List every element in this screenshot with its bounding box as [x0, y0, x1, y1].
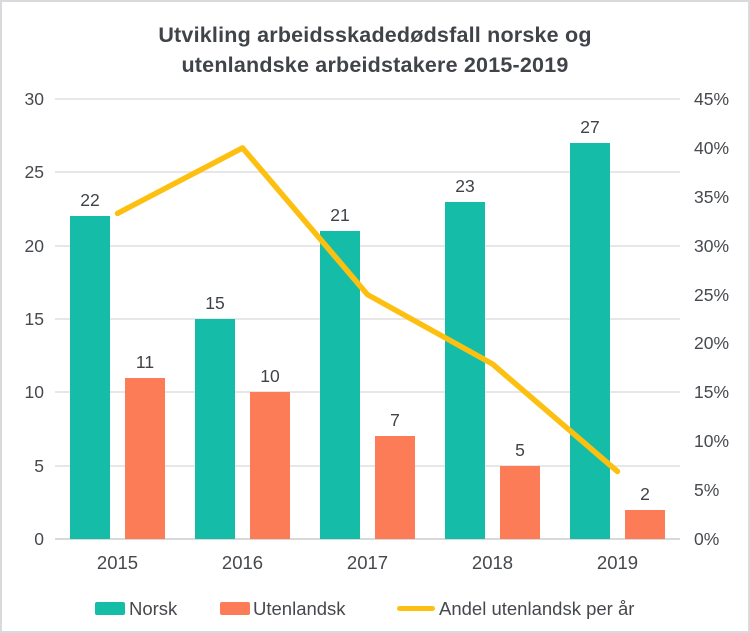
bar-value-norsk-2016: 15: [205, 293, 225, 313]
x-axis-label-2016: 2016: [221, 552, 264, 573]
bar-utenlandsk-2019: [625, 509, 665, 539]
x-axis-label-2017: 2017: [346, 552, 389, 573]
bar-value-norsk-2018: 23: [455, 175, 475, 196]
right-axis-tick-35: 35%: [694, 186, 730, 207]
bar-utenlandsk-2017: [375, 436, 415, 539]
bar-value-utenlandsk-2016: 10: [260, 366, 280, 387]
bar-utenlandsk-2016: [250, 392, 290, 539]
right-axis-tick-30: 30%: [694, 235, 730, 256]
bar-value-norsk-2015: 22: [80, 190, 100, 211]
right-axis-tick-0: 0%: [694, 529, 720, 549]
right-axis-tick-45: 45%: [694, 89, 730, 109]
bar-utenlandsk-2018: [500, 465, 540, 539]
bar-value-utenlandsk-2019: 2: [640, 483, 650, 504]
bar-value-utenlandsk-2017: 7: [390, 410, 400, 431]
bar-norsk-2016: [195, 319, 235, 539]
left-axis-tick-10: 10: [24, 382, 44, 403]
right-axis-tick-10: 10%: [694, 431, 730, 452]
chart-title: Utvikling arbeidsskadedødsfall norske og…: [2, 20, 748, 80]
left-axis-tick-0: 0: [34, 529, 44, 549]
bar-value-norsk-2017: 21: [330, 205, 350, 225]
bar-value-utenlandsk-2018: 5: [515, 439, 525, 460]
bar-utenlandsk-2015: [125, 377, 165, 539]
bar-norsk-2019: [570, 143, 610, 539]
right-axis-tick-40: 40%: [694, 137, 730, 158]
x-axis-label-2019: 2019: [596, 552, 639, 573]
left-axis-tick-20: 20: [24, 235, 44, 256]
chart-title-line-1: Utvikling arbeidsskadedødsfall norske og: [158, 23, 592, 47]
legend-label-utenlandsk: Utenlandsk: [253, 598, 346, 619]
left-axis-tick-25: 25: [24, 162, 44, 183]
bar-norsk-2017: [320, 231, 360, 539]
legend-label-norsk: Norsk: [129, 598, 178, 619]
chart-title-line-2: utenlandske arbeidstakere 2015-2019: [181, 53, 569, 77]
left-axis-tick-30: 30: [24, 89, 44, 109]
left-axis-tick-15: 15: [24, 309, 44, 329]
x-axis-label-2018: 2018: [471, 552, 514, 573]
legend-swatch-norsk: [95, 602, 125, 615]
right-axis-tick-15: 15%: [694, 382, 730, 403]
right-axis-tick-5: 5%: [694, 480, 720, 501]
bar-value-utenlandsk-2015: 11: [135, 351, 155, 372]
gridline-0: [55, 538, 680, 540]
right-axis-tick-20: 20%: [694, 333, 730, 354]
bar-value-norsk-2019: 27: [580, 117, 600, 137]
legend-label-andel-utenlandsk-per-år: Andel utenlandsk per år: [439, 598, 635, 619]
legend-swatch-andel-utenlandsk-per-år: [397, 606, 435, 611]
x-axis-label-2015: 2015: [96, 552, 139, 573]
bar-norsk-2015: [70, 216, 110, 539]
right-axis-tick-25: 25%: [694, 284, 730, 305]
gridline-30: [55, 98, 680, 100]
legend-swatch-utenlandsk: [220, 602, 250, 615]
bar-norsk-2018: [445, 201, 485, 539]
left-axis-tick-5: 5: [34, 455, 44, 476]
